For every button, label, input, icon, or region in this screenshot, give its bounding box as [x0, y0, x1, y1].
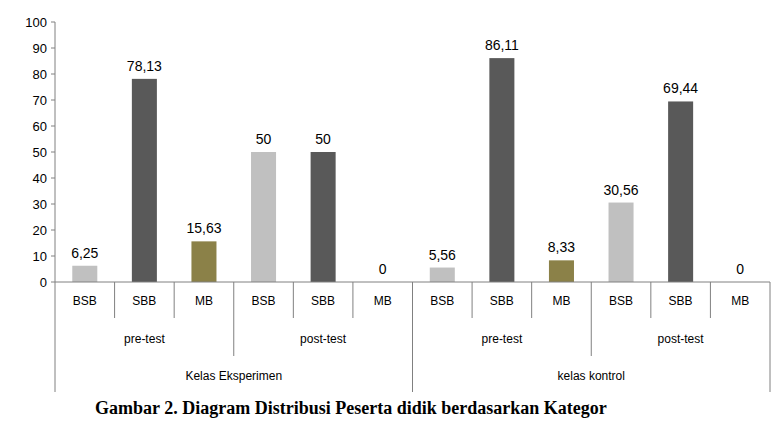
category-divider: [174, 282, 175, 318]
x-tick-label: MB: [552, 294, 570, 308]
x-tick-label: MB: [731, 294, 749, 308]
bar: [251, 152, 276, 282]
category-divider: [114, 282, 115, 318]
x-tick-label: BSB: [430, 294, 454, 308]
bar: [72, 266, 97, 282]
bar: [191, 241, 216, 282]
group-divider: [770, 282, 771, 392]
data-label: 6,25: [71, 245, 98, 261]
y-tick-label: 40: [33, 171, 47, 186]
subgroup-label: pre-test: [482, 332, 523, 346]
group-divider: [55, 282, 56, 392]
x-tick-label: MB: [374, 294, 392, 308]
data-label: 8,33: [548, 239, 575, 255]
category-divider: [472, 282, 473, 318]
x-tick-label: SBB: [311, 294, 335, 308]
x-tick-label: SBB: [490, 294, 514, 308]
y-tick-label: 90: [33, 41, 47, 56]
y-tick: [51, 152, 55, 153]
subgroup-label: pre-test: [124, 332, 165, 346]
category-divider: [293, 282, 294, 318]
y-tick: [51, 74, 55, 75]
chart: 0 10 20 30 40 50 60 70 80 90 100 6,25 78,13 15,63 50 50…: [0, 0, 774, 424]
y-tick-label: 10: [33, 249, 47, 264]
y-tick-label: 80: [33, 67, 47, 82]
bar: [668, 101, 693, 282]
category-divider: [531, 282, 532, 318]
data-label: 0: [736, 261, 744, 277]
x-tick-label: SBB: [132, 294, 156, 308]
group-label: kelas kontrol: [558, 369, 625, 383]
data-label: 0: [379, 261, 387, 277]
x-tick-label: SBB: [669, 294, 693, 308]
group-divider: [412, 282, 413, 392]
y-tick: [51, 204, 55, 205]
y-tick: [51, 178, 55, 179]
x-tick-label: BSB: [73, 294, 97, 308]
y-tick: [51, 256, 55, 257]
y-tick: [51, 126, 55, 127]
bar: [609, 203, 634, 282]
group-label: Kelas Eksperimen: [185, 369, 282, 383]
y-tick-label: 60: [33, 119, 47, 134]
y-tick: [51, 48, 55, 49]
subgroup-divider: [233, 282, 234, 356]
y-tick-label: 0: [40, 275, 47, 290]
data-label: 78,13: [127, 58, 162, 74]
bar: [311, 152, 336, 282]
bars: [72, 58, 693, 282]
data-label: 50: [315, 131, 331, 147]
bar: [549, 260, 574, 282]
data-label: 69,44: [663, 80, 698, 96]
subgroup-label: post-test: [300, 332, 347, 346]
subgroup-divider: [591, 282, 592, 356]
category-divider: [352, 282, 353, 318]
y-tick: [51, 22, 55, 23]
bar: [132, 79, 157, 282]
subgroup-label: post-test: [658, 332, 705, 346]
y-tick: [51, 282, 55, 283]
y-tick-label: 100: [25, 15, 47, 30]
category-divider: [650, 282, 651, 318]
data-label: 15,63: [186, 220, 221, 236]
caption: Gambar 2. Diagram Distribusi Peserta did…: [95, 398, 607, 418]
bar: [430, 268, 455, 282]
data-labels: 6,25 78,13 15,63 50 50 0 5,56 86,11 8,33 30,56 69,…: [71, 37, 744, 277]
data-label: 86,11: [485, 37, 519, 53]
x-tick-label: BSB: [609, 294, 633, 308]
y-tick-label: 70: [33, 93, 47, 108]
x-tick-label: BSB: [252, 294, 276, 308]
x-axis: BSB SBB MB pre-test BSB SBB MB post-test Kelas E…: [55, 282, 770, 392]
bar: [489, 58, 514, 282]
y-tick: [51, 230, 55, 231]
y-tick-label: 50: [33, 145, 47, 160]
y-tick-label: 30: [33, 197, 47, 212]
data-label: 30,56: [604, 182, 639, 198]
data-label: 5,56: [429, 247, 456, 263]
data-label: 50: [256, 131, 272, 147]
y-tick-label: 20: [33, 223, 47, 238]
x-tick-label: MB: [195, 294, 213, 308]
y-tick: [51, 100, 55, 101]
category-divider: [710, 282, 711, 318]
